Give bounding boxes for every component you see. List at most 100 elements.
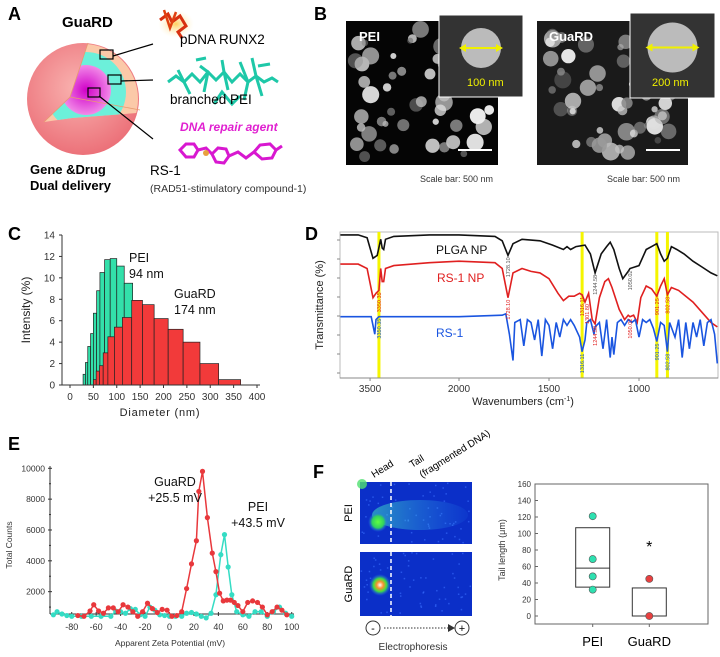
noise-speck [452, 572, 454, 575]
nanoparticle [351, 35, 366, 51]
nanoparticle [542, 50, 559, 67]
zeta-point-guard [159, 606, 165, 612]
noise-speck [409, 586, 411, 588]
noise-speck [403, 577, 406, 580]
noise-speck [460, 596, 462, 599]
noise-speck [423, 539, 426, 541]
nanoparticle [595, 84, 604, 92]
bar-pei [90, 333, 94, 386]
noise-speck [365, 579, 368, 581]
nanoparticle [424, 68, 436, 80]
noise-speck [437, 540, 440, 543]
head-label: Head [370, 459, 396, 481]
pei-zeta-value: +43.5 mV [231, 516, 286, 530]
zeta-point-guard [154, 609, 160, 616]
plus-electrode-icon [454, 620, 470, 636]
peak-label: 3350.35 [377, 292, 383, 312]
noise-speck [445, 532, 448, 534]
noise-speck [467, 500, 469, 502]
nanoparticle [347, 53, 363, 69]
bar-guard [218, 379, 241, 386]
nanoparticle-diagram [27, 42, 154, 155]
zeta-point-guard [100, 610, 107, 616]
noise-speck [443, 586, 446, 589]
noise-speck [442, 487, 444, 489]
peak-label: 901.25 [655, 344, 661, 361]
zeta-point-guard [204, 515, 210, 521]
noise-speck [458, 563, 460, 565]
bar-guard [95, 370, 100, 386]
nanoparticle [621, 97, 633, 109]
nanoparticle [620, 145, 636, 160]
noise-speck [390, 593, 392, 595]
nanoparticle [350, 137, 364, 152]
data-point-guard [645, 574, 654, 583]
zeta-point-pei [184, 610, 190, 616]
noise-speck [448, 602, 450, 605]
guard-zeta-value: +25.5 mV [148, 491, 203, 505]
zeta-point-pei [188, 609, 195, 616]
x-tick-label: 200 [155, 392, 172, 403]
dual-delivery-label: Dual delivery [30, 178, 112, 193]
branched-pei-label: branched PEI [170, 92, 252, 107]
rs1-full-name: (RAD51-stimulatory compound-1) [150, 183, 306, 195]
pdna-molecule-icon [158, 9, 194, 39]
zeta-point-guard [144, 600, 151, 606]
y-tick-label: 2000 [26, 587, 45, 597]
noise-speck [425, 577, 427, 579]
sem-label-pei: PEI [359, 29, 380, 44]
pdna-box [99, 49, 114, 60]
nanoparticle [376, 116, 387, 127]
noise-speck [467, 520, 470, 523]
comet-head-pei [368, 512, 388, 532]
bar-guard [153, 318, 169, 386]
nanoparticle [484, 105, 495, 115]
significance-star: * [646, 539, 652, 556]
f-category-label-pei: PEI [582, 634, 603, 649]
noise-speck [377, 535, 380, 537]
peak-label: 802.58 [665, 354, 671, 371]
nanoparticle [596, 127, 604, 134]
x-tick-label: 1500 [538, 384, 561, 395]
noise-speck [367, 591, 369, 593]
nanoparticle [564, 92, 582, 110]
zeta-point-guard [184, 585, 190, 592]
zeta-point-guard [240, 609, 246, 615]
comet-tail-pei [372, 500, 468, 530]
pei-annotation-name: PEI [129, 251, 149, 265]
nanoparticle [446, 135, 461, 150]
noise-speck [420, 605, 422, 607]
noise-speck [360, 570, 363, 572]
noise-speck [464, 486, 467, 488]
zeta-point-guard [174, 612, 180, 619]
nanoparticle [651, 106, 658, 113]
f-y-axis-label: Tail length (μm) [497, 519, 507, 581]
zeta-point-guard [196, 488, 202, 495]
zeta-point-guard [75, 612, 81, 619]
sem-image-pei [346, 14, 524, 165]
nanoparticle [660, 123, 677, 140]
bar-guard [131, 300, 143, 386]
zeta-point-pei [289, 613, 295, 619]
y-tick-label: 6000 [26, 525, 45, 535]
nanoparticle [617, 122, 636, 141]
core-box [87, 87, 101, 98]
bar-guard [107, 336, 115, 386]
x-tick-label: -60 [90, 622, 103, 632]
zeta-point-pei [50, 612, 56, 618]
noise-speck [365, 499, 368, 501]
zeta-point-guard [213, 569, 219, 575]
zeta-point-pei [198, 613, 204, 619]
zeta-point-guard [217, 590, 223, 596]
noise-speck [436, 589, 438, 592]
noise-speck [386, 567, 389, 569]
plot-frame [534, 483, 709, 625]
y-tick-label: 6 [49, 316, 55, 327]
noise-speck [420, 606, 423, 608]
noise-speck [453, 577, 456, 579]
zeta-point-guard [284, 612, 290, 618]
zeta-point-pei [203, 615, 209, 621]
noise-speck [434, 605, 437, 607]
nanoparticle [561, 48, 576, 64]
